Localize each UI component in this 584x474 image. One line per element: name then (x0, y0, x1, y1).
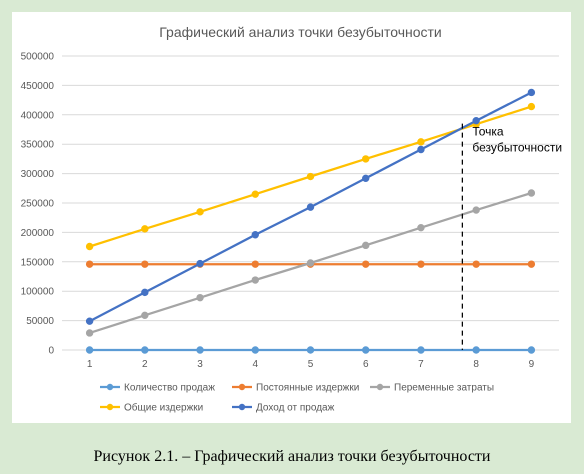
legend-swatch-marker (238, 403, 246, 411)
data-point (141, 346, 149, 354)
chart-panel: Графический анализ точки безубыточности 0… (12, 12, 571, 423)
data-point (527, 189, 536, 197)
x-tick-label: 8 (473, 359, 479, 370)
data-point (472, 260, 480, 268)
break-even-label: Точка (472, 124, 504, 138)
data-point (417, 260, 425, 268)
x-tick-label: 9 (529, 359, 535, 370)
data-point (472, 206, 480, 214)
figure-caption: Рисунок 2.1. – Графический анализ точки … (93, 448, 491, 465)
chart-title: Графический анализ точки безубыточности (159, 24, 442, 40)
y-tick-label: 350000 (21, 140, 55, 151)
data-point (417, 346, 425, 354)
data-point (527, 102, 536, 111)
data-point (141, 311, 149, 320)
legend-swatch-marker (106, 383, 114, 391)
data-point (141, 225, 149, 233)
y-tick-label: 50000 (26, 316, 54, 327)
y-tick-label: 500000 (21, 52, 55, 63)
data-point (251, 346, 259, 354)
legend-label: Доход от продаж (256, 403, 335, 414)
chart-svg: Графический анализ точки безубыточности 0… (21, 24, 562, 414)
data-point (196, 346, 204, 354)
legend-swatch-marker (106, 403, 114, 411)
data-point (362, 346, 370, 354)
data-point (251, 231, 259, 239)
legend-swatch-marker (376, 383, 384, 391)
legend-swatch-marker (238, 383, 246, 391)
data-point (85, 260, 94, 268)
y-tick-label: 200000 (21, 228, 55, 239)
x-tick-label: 3 (197, 359, 203, 370)
data-point (362, 260, 370, 268)
data-point (472, 346, 480, 354)
data-point (362, 241, 370, 250)
y-tick-label: 300000 (21, 169, 55, 180)
data-point (251, 190, 259, 198)
y-tick-label: 400000 (21, 110, 55, 121)
data-point (306, 172, 315, 181)
y-tick-label: 150000 (21, 257, 55, 268)
x-tick-label: 5 (308, 359, 314, 370)
x-tick-label: 7 (418, 359, 424, 370)
data-point (85, 242, 94, 251)
x-tick-label: 4 (252, 359, 258, 370)
data-point (141, 288, 149, 297)
data-point (417, 145, 425, 154)
legend-label: Переменные затраты (394, 383, 494, 394)
x-tick-label: 1 (87, 359, 93, 370)
data-point (196, 208, 204, 216)
x-tick-label: 6 (363, 359, 369, 370)
data-point (472, 116, 480, 125)
data-point (527, 346, 536, 354)
y-tick-label: 450000 (21, 81, 55, 92)
y-tick-label: 0 (48, 346, 54, 357)
data-point (362, 174, 370, 183)
data-point (85, 317, 94, 325)
data-point (85, 329, 94, 337)
legend-label: Количество продаж (124, 383, 215, 394)
data-point (141, 260, 149, 268)
data-point (306, 346, 315, 354)
legend-label: Постоянные издержки (256, 383, 359, 394)
legend-label: Общие издержки (124, 402, 203, 414)
data-point (251, 276, 259, 284)
data-point (527, 88, 536, 97)
data-point (306, 203, 315, 211)
data-point (306, 259, 315, 267)
data-point (251, 260, 259, 268)
data-point (417, 223, 425, 232)
break-even-label: безубыточности (472, 140, 562, 154)
y-tick-label: 250000 (21, 199, 55, 210)
data-point (527, 260, 536, 268)
data-point (196, 259, 204, 268)
data-point (196, 293, 204, 302)
data-point (85, 346, 94, 354)
y-tick-label: 100000 (21, 287, 55, 298)
data-point (417, 138, 425, 146)
data-point (362, 155, 370, 163)
x-tick-label: 2 (142, 359, 148, 370)
